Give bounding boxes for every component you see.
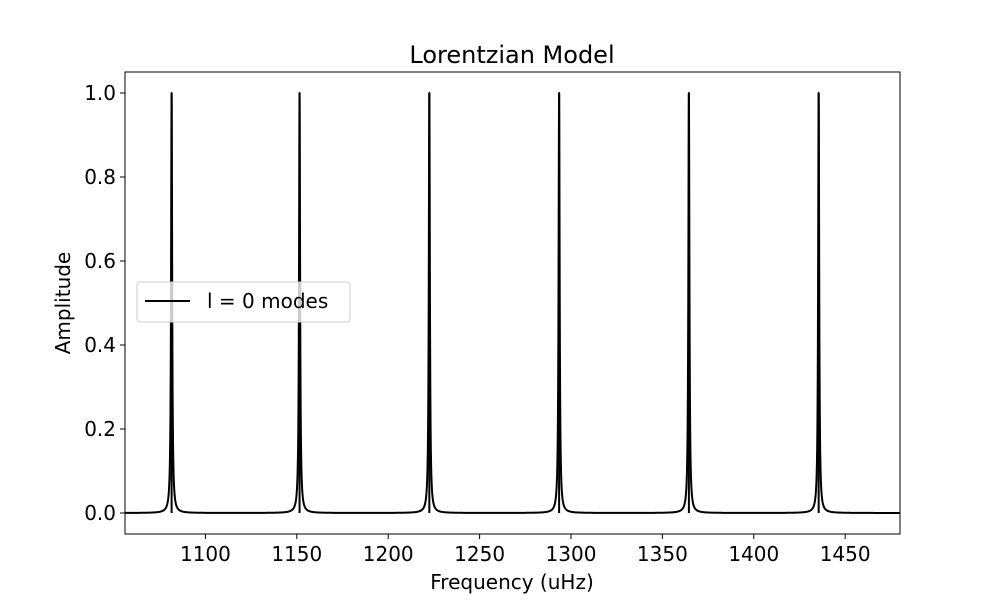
y-tick-label: 0.8: [84, 165, 116, 189]
y-tick-label: 0.0: [84, 501, 116, 525]
series-layer: [124, 92, 901, 514]
x-axis-ticks: 1100 1150 1200 1250 1300 1350 1400 1450: [180, 534, 871, 566]
y-tick-label: 0.2: [84, 417, 116, 441]
x-tick-label: 1300: [546, 542, 597, 566]
y-axis-ticks: 0.0 0.2 0.4 0.6 0.8 1.0: [84, 81, 125, 525]
legend: l = 0 modes: [136, 281, 351, 323]
plot-frame: [124, 71, 901, 535]
x-tick-label: 1350: [637, 542, 688, 566]
x-tick-label: 1150: [271, 542, 322, 566]
x-tick-label: 1400: [728, 542, 779, 566]
legend-label: l = 0 modes: [207, 289, 328, 313]
series-line: [124, 92, 901, 514]
y-tick-label: 1.0: [84, 81, 116, 105]
x-tick-label: 1200: [363, 542, 414, 566]
x-tick-label: 1250: [454, 542, 505, 566]
x-axis-label: Frequency (uHz): [430, 570, 594, 594]
y-tick-label: 0.4: [84, 333, 116, 357]
chart-title: Lorentzian Model: [409, 41, 614, 69]
x-tick-label: 1100: [180, 542, 231, 566]
y-tick-label: 0.6: [84, 249, 116, 273]
y-axis-label: Amplitude: [51, 252, 75, 355]
legend-box: [136, 281, 351, 323]
x-tick-label: 1450: [820, 542, 871, 566]
